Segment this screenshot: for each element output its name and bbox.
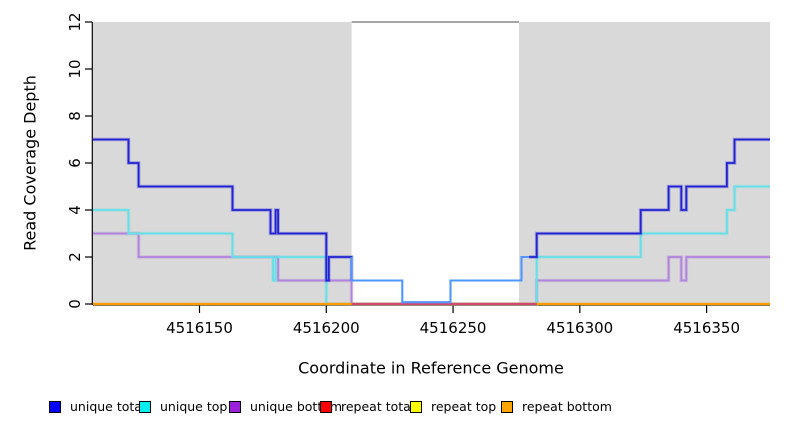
legend-swatch-unique-top <box>139 400 151 413</box>
legend-swatch-repeat-total <box>320 400 332 413</box>
legend-item-repeat-top: repeat top <box>410 399 496 414</box>
legend-item-repeat-bottom: repeat bottom <box>501 399 612 414</box>
legend-label-unique-total: unique total <box>70 399 146 414</box>
y-tick-label: 8 <box>66 111 84 121</box>
y-tick-label: 10 <box>66 59 84 78</box>
x-axis-title: Coordinate in Reference Genome <box>298 358 564 378</box>
legend-label-unique-top: unique top <box>160 399 228 414</box>
series-line-unique-total <box>529 138 770 258</box>
legend-item-repeat-total: repeat total <box>320 399 414 414</box>
legend-item-unique-bottom: unique bottom <box>229 399 342 414</box>
series-line-unique-total-gap <box>350 255 530 304</box>
y-tick-label: 6 <box>66 158 84 168</box>
x-tick-label: 4516150 <box>166 319 233 337</box>
x-tick-label: 4516350 <box>673 319 740 337</box>
legend-label-unique-bottom: unique bottom <box>250 399 343 414</box>
legend-label-repeat-bottom: repeat bottom <box>522 399 612 414</box>
y-tick-label: 2 <box>66 252 84 262</box>
legend-swatch-unique-bottom <box>229 400 241 413</box>
legend-label-repeat-total: repeat total <box>341 399 415 414</box>
legend-swatch-repeat-top <box>410 400 422 413</box>
legend-swatch-unique-total <box>49 400 61 413</box>
x-tick-label: 4516250 <box>420 319 487 337</box>
y-axis-title: Read Coverage Depth <box>20 75 40 251</box>
x-tick-label: 4516200 <box>293 319 360 337</box>
legend-item-unique-top: unique top <box>139 399 227 414</box>
x-tick-label: 4516300 <box>546 319 613 337</box>
legend-swatch-repeat-bottom <box>501 400 513 413</box>
legend-label-repeat-top: repeat top <box>431 399 497 414</box>
y-tick-label: 12 <box>66 12 84 31</box>
series-line-unique-total <box>93 138 353 282</box>
legend-item-unique-total: unique total <box>49 399 145 414</box>
y-tick-label: 4 <box>66 205 84 215</box>
y-tick-label: 0 <box>66 299 84 309</box>
